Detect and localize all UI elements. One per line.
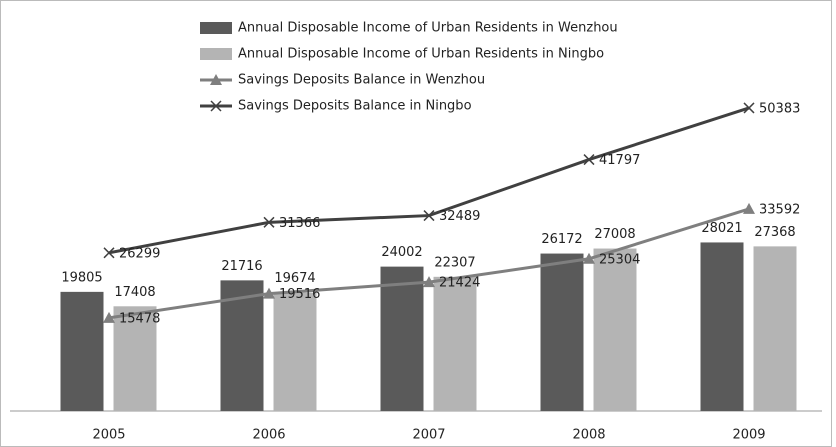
x-tick-label: 2008 xyxy=(572,428,605,443)
line-value-label: 25304 xyxy=(599,252,640,267)
bar-value-label: 19805 xyxy=(61,270,102,285)
bar-value-label: 22307 xyxy=(434,255,475,270)
legend-label: Annual Disposable Income of Urban Reside… xyxy=(238,21,618,36)
legend-swatch xyxy=(200,48,232,60)
line-value-label: 32489 xyxy=(439,209,480,224)
legend-label: Annual Disposable Income of Urban Reside… xyxy=(238,47,604,62)
bar xyxy=(220,280,264,411)
bar-value-label: 27368 xyxy=(754,225,795,240)
line-value-label: 21424 xyxy=(439,276,480,291)
bar-value-label: 24002 xyxy=(381,245,422,260)
marker xyxy=(743,202,755,214)
bar xyxy=(113,306,157,411)
marker xyxy=(103,311,115,323)
x-tick-label: 2006 xyxy=(252,428,285,443)
marker xyxy=(743,102,755,114)
bar xyxy=(380,266,424,411)
x-tick-label: 2005 xyxy=(92,428,125,443)
marker xyxy=(263,287,275,299)
x-tick-label: 2007 xyxy=(412,428,445,443)
bar-value-label: 26172 xyxy=(541,232,582,247)
line-value-label: 41797 xyxy=(599,153,640,168)
line-value-label: 26299 xyxy=(119,246,160,261)
bar xyxy=(433,276,477,411)
x-tick-label: 2009 xyxy=(732,428,765,443)
legend-marker xyxy=(210,100,222,112)
line-value-label: 50383 xyxy=(759,101,800,116)
marker xyxy=(103,247,115,259)
legend-label: Savings Deposits Balance in Ningbo xyxy=(238,99,472,114)
bar xyxy=(593,248,637,411)
bar xyxy=(700,242,744,411)
marker xyxy=(583,154,595,166)
bar xyxy=(753,246,797,411)
marker xyxy=(583,252,595,264)
bar xyxy=(60,291,104,411)
bar xyxy=(273,292,317,411)
marker xyxy=(423,276,435,288)
bar-value-label: 19674 xyxy=(274,271,315,286)
legend-marker xyxy=(210,74,222,85)
bar xyxy=(540,253,584,411)
legend-label: Savings Deposits Balance in Wenzhou xyxy=(238,73,485,88)
legend-swatch xyxy=(200,22,232,34)
bar-value-label: 17408 xyxy=(114,285,155,300)
line-value-label: 33592 xyxy=(759,202,800,217)
bar-value-label: 27008 xyxy=(594,227,635,242)
bar-value-label: 21716 xyxy=(221,259,262,274)
line-value-label: 15478 xyxy=(119,311,160,326)
bar-value-label: 28021 xyxy=(701,221,742,236)
line-value-label: 19516 xyxy=(279,287,320,302)
marker xyxy=(423,210,435,222)
line-value-label: 31366 xyxy=(279,216,320,231)
marker xyxy=(263,216,275,228)
